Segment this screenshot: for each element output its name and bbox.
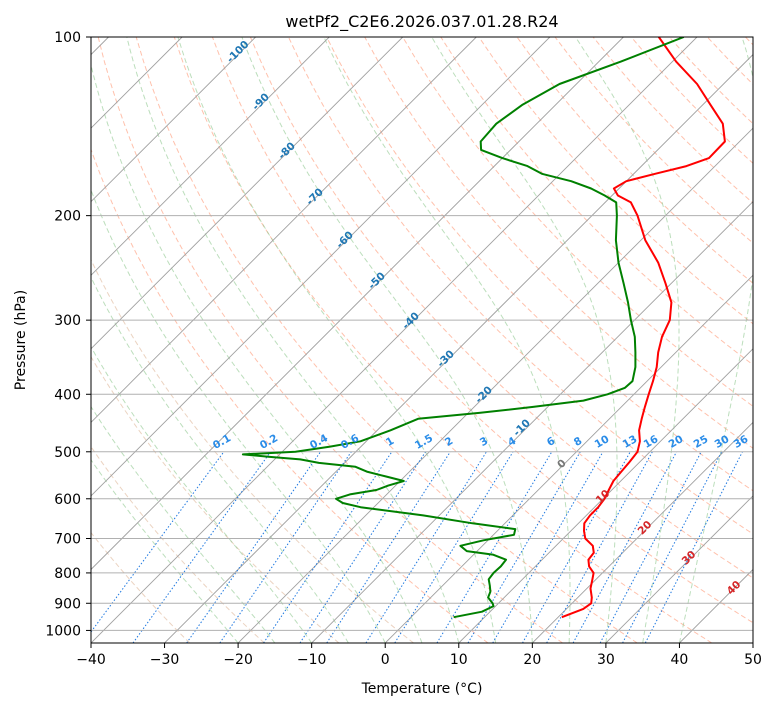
dry-adiabat: [249, 37, 753, 579]
x-tick-label: −30: [150, 652, 180, 668]
x-tick-label: −10: [297, 652, 327, 668]
mixing-ratio-line: [132, 451, 272, 643]
isotherm: [91, 37, 404, 350]
mixing-ratio-line: [365, 451, 487, 643]
plot-frame: [90, 36, 754, 644]
dry-adiabat: [91, 531, 191, 643]
moist-adiabat: [431, 37, 618, 643]
mixing-ratio-line: [394, 451, 514, 643]
y-tick-label: 900: [54, 596, 81, 612]
dry-adiabat: [91, 355, 340, 643]
x-axis-ticks: −40 −30 −20 −10 0 10 20 30 40 50: [76, 643, 762, 668]
isotherm: [91, 37, 477, 423]
mixing-ratio-line: [436, 451, 553, 643]
y-tick-label: 800: [54, 566, 81, 582]
x-tick-label: −40: [76, 652, 106, 668]
isotherm: [384, 274, 753, 643]
y-axis-ticks: 100 200 300 400 500 600 700 800 900 1000: [45, 30, 91, 639]
x-tick-label: 0: [381, 652, 390, 668]
dry-adiabat: [173, 37, 713, 643]
isotherm: [91, 37, 330, 276]
isotherm: [605, 495, 753, 643]
mixing-ratio-line: [186, 451, 321, 643]
isotherm: [237, 127, 753, 643]
x-tick-label: −20: [223, 652, 253, 668]
dry-adiabat: [326, 37, 753, 492]
moist-adiabat: [177, 37, 497, 643]
isotherm: [164, 53, 753, 643]
mixing-ratio-line: [622, 451, 723, 643]
x-tick-label: 30: [597, 652, 615, 668]
isotherm: [91, 37, 698, 643]
moist-adiabat: [91, 276, 349, 643]
x-tick-label: 10: [450, 652, 468, 668]
mixing-ratio-line: [219, 451, 352, 643]
y-tick-label: 400: [54, 387, 81, 403]
isotherm: [752, 642, 753, 643]
mixing-ratio-line: [572, 451, 678, 643]
mixing-ratio-line: [599, 451, 702, 643]
x-tick-label: 40: [671, 652, 689, 668]
moist-adiabat: [323, 37, 571, 643]
moist-adiabat: [575, 37, 680, 643]
moist-adiabat: [91, 63, 423, 643]
dry-adiabat: [516, 37, 753, 284]
x-tick-label: 50: [744, 652, 762, 668]
isotherm: [91, 37, 256, 203]
dry-adiabat: [91, 445, 265, 643]
isotherm: [458, 348, 753, 643]
moist-adiabat: [91, 405, 276, 643]
chart-title: wetPf2_C2E6.2026.037.01.28.R24: [285, 12, 558, 32]
y-axis-label: Pressure (hPa): [13, 290, 29, 390]
grid-lines: [91, 37, 753, 631]
y-tick-label: 1000: [45, 623, 81, 639]
isotherm: [91, 37, 551, 497]
mixing-ratio-line: [91, 451, 225, 633]
mixing-ratio-line: [644, 451, 743, 643]
mixing-ratio-line: [546, 451, 653, 643]
y-tick-label: 200: [54, 209, 81, 225]
sounding-profile-line: [241, 37, 685, 619]
plot-background: [91, 37, 753, 643]
dry-adiabat: [211, 37, 753, 624]
y-tick-label: 600: [54, 492, 81, 508]
y-tick-label: 700: [54, 532, 81, 548]
dry-adiabat: [402, 37, 753, 407]
dry-adiabat: [135, 37, 638, 643]
sounding-profile-line: [561, 37, 726, 619]
dry-adiabat: [440, 37, 753, 366]
moist-adiabat: [241, 37, 533, 643]
moist-adiabat: [126, 37, 460, 643]
x-tick-label: 20: [523, 652, 541, 668]
isotherm: [91, 37, 624, 571]
mixing-ratio-line: [326, 451, 451, 643]
isotherm: [311, 201, 753, 643]
y-tick-label: 100: [54, 30, 81, 46]
moist-adiabat: [91, 458, 239, 643]
dry-adiabat: [91, 148, 489, 643]
x-axis-label: Temperature (°C): [361, 681, 483, 697]
y-tick-label: 500: [54, 445, 81, 461]
dry-adiabat: [97, 37, 563, 643]
y-tick-label: 300: [54, 313, 81, 329]
moist-adiabat: [91, 188, 386, 643]
isotherm: [532, 421, 753, 643]
skewt-background-lines: [91, 37, 753, 643]
sounding-profiles: [241, 37, 726, 619]
moist-adiabat: [678, 37, 753, 643]
